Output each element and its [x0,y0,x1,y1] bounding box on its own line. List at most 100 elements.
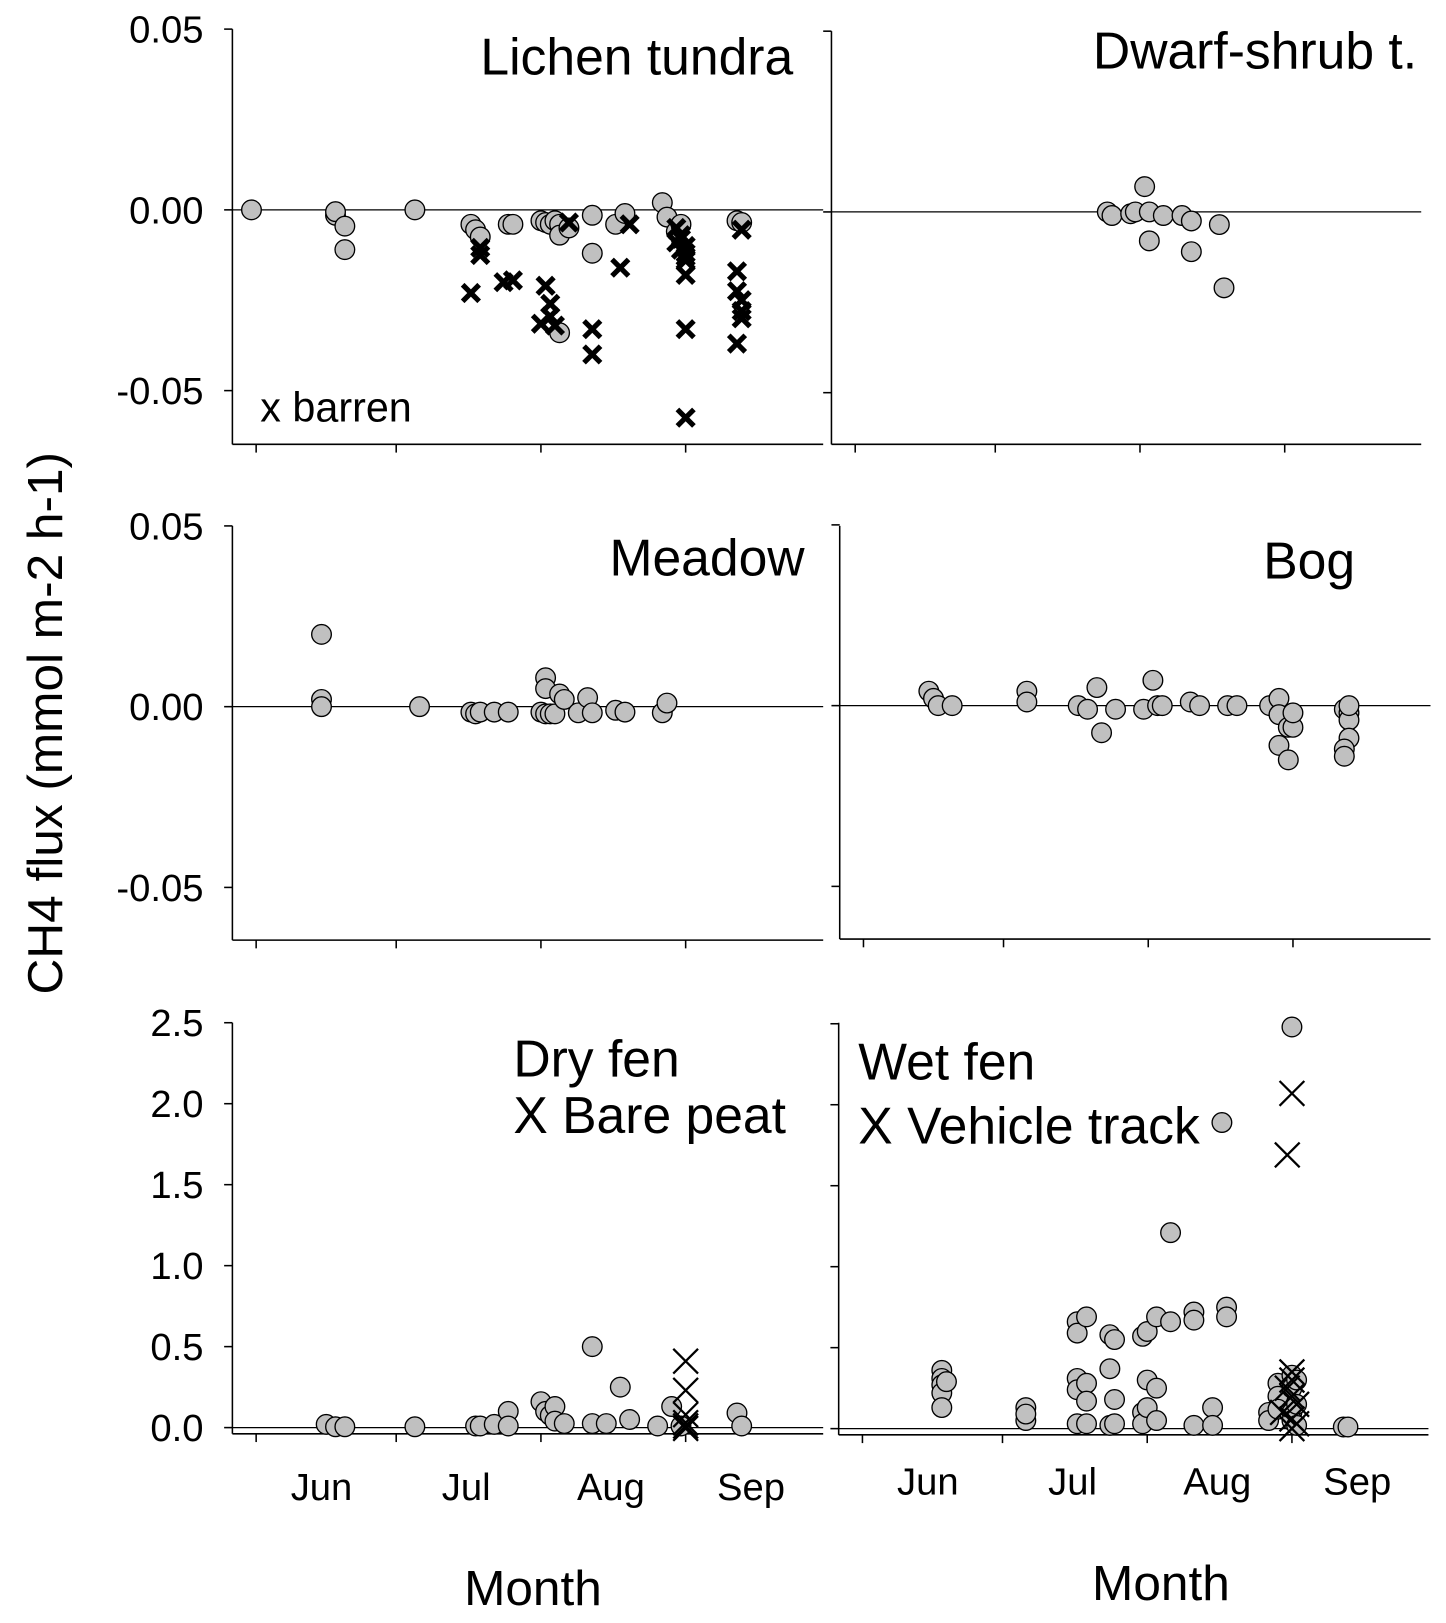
data-point-cross [1278,1358,1306,1386]
data-point-circle [581,1336,603,1358]
data-point-circle [609,1376,631,1398]
data-point-circle [647,1415,669,1437]
month-label: Jun [897,1461,959,1504]
y-tick-label: 0.0 [150,1407,203,1450]
data-point-circle [1146,1377,1168,1399]
data-point-cross [535,275,556,296]
data-point-circle [1183,1309,1205,1331]
y-tick-label: -0.05 [116,867,203,910]
data-point-circle [1160,1222,1182,1244]
data-point-circle [931,1397,953,1419]
data-point-cross [675,407,696,428]
data-point-circle [1105,698,1127,720]
data-point-circle [1282,702,1304,724]
data-point-circle [404,1416,426,1438]
y-tick-label: 0.05 [129,505,203,548]
data-point-cross [470,237,491,258]
month-label: Sep [1323,1461,1391,1504]
data-point-circle [656,692,678,714]
data-point-circle [1086,677,1108,699]
y-tick-label: 1.5 [150,1164,203,1207]
data-point-circle [1104,1329,1126,1351]
data-point-circle [935,1371,957,1393]
data-point-circle [1076,1413,1098,1435]
data-point-cross [1278,1080,1306,1107]
x-axis-label-left: Month [464,1560,602,1616]
data-point-circle [1208,214,1230,236]
data-point-cross [675,264,696,286]
data-point-cross [1274,1141,1301,1169]
panel-title: Bog [1263,532,1355,590]
data-point-circle [1151,695,1173,717]
data-point-circle [334,239,356,261]
data-point-circle [1202,1397,1224,1419]
data-point-circle [1189,695,1211,717]
x-axis-label-right: Month [1092,1555,1230,1611]
y-tick-label: 2.5 [150,1002,203,1045]
y-tick-label: 0.05 [129,9,203,52]
data-point-circle [941,695,963,717]
data-point-circle [1015,1403,1037,1425]
data-point-cross [672,1347,699,1375]
data-point-circle [661,1396,683,1418]
y-tick-label: 1.0 [150,1245,203,1288]
y-tick-label: 0.00 [129,686,203,729]
data-point-cross [619,214,640,235]
data-point-circle [311,696,332,718]
month-label: Jul [1048,1461,1097,1504]
data-point-cross [470,244,491,266]
data-point-circle [1076,1390,1098,1412]
data-point-circle [595,1413,617,1435]
data-point-cross [731,300,752,322]
data-point-circle [497,701,519,723]
month-label: Jun [291,1466,353,1509]
panel-wet-fen: Jun Jul Aug Sep Wet fen X Vehicle track [830,1016,1429,1504]
data-point-circle [502,213,524,235]
data-point-circle [1146,1410,1168,1432]
data-point-cross [582,344,603,365]
data-point-cross [672,1412,699,1440]
data-point-circle [1183,1414,1205,1436]
data-point-circle [1337,1416,1359,1438]
data-point-circle [553,688,575,710]
data-point-circle [1213,277,1235,299]
data-point-cross [1278,1383,1306,1410]
panel-title: Dwarf-shrub t. [1093,21,1417,79]
y-tick-label: 0.5 [150,1326,203,1369]
data-point-circle [553,1413,575,1435]
data-point-cross [582,319,603,340]
data-point-circle [581,702,603,724]
data-point-circle [1180,210,1202,232]
panel-title: Meadow [609,528,805,586]
data-point-circle [1101,205,1123,227]
data-point-circle [1160,1311,1182,1333]
data-point-circle [1091,722,1113,744]
data-point-cross [731,308,752,329]
data-point-circle [1180,241,1202,263]
data-point-cross [672,1377,699,1404]
y-tick-label: 2.0 [150,1083,203,1126]
data-point-circle [1104,1413,1126,1435]
month-label: Sep [717,1466,785,1509]
month-label: Aug [577,1466,645,1509]
month-label: Aug [1183,1461,1251,1504]
data-point-circle [1077,698,1099,720]
data-point-circle [334,1416,356,1438]
data-point-circle [1099,1358,1121,1380]
data-point-circle [1076,1306,1098,1328]
data-point-circle [581,204,603,226]
data-point-cross [726,261,748,282]
data-point-cross [672,1415,699,1442]
panel-dwarf-shrub-t-: Dwarf-shrub t. [823,21,1422,453]
data-point-cross [675,319,696,340]
data-point-circle [311,623,332,645]
data-point-circle [334,215,356,237]
data-point-circle [1226,695,1248,717]
data-point-circle [1333,745,1355,767]
panel-title: Lichen tundra [480,28,793,86]
data-point-circle [1138,230,1160,252]
panel-title: Dry fen [513,1029,679,1087]
data-point-circle [1211,1112,1233,1134]
